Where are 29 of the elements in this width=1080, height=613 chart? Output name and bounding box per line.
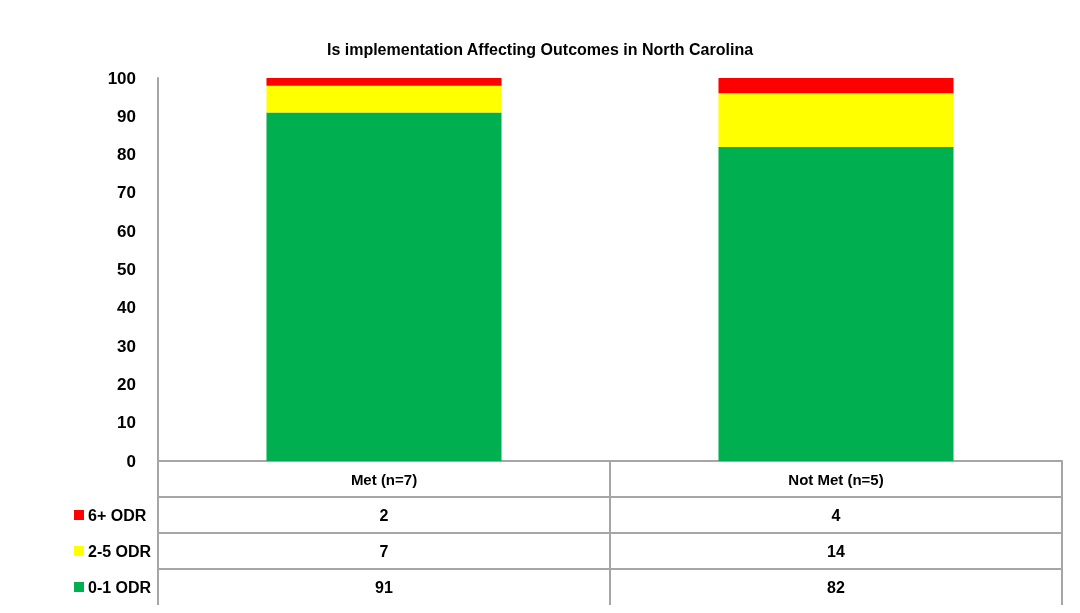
y-tick-label: 90: [117, 106, 136, 126]
chart-title: Is implementation Affecting Outcomes in North Carolina: [326, 40, 754, 58]
data-label: 7: [379, 542, 389, 560]
legend-label: 6+ ODR: [88, 506, 147, 524]
y-tick-label: 70: [117, 183, 136, 203]
data-label: 14: [827, 542, 845, 560]
y-tick-label: 80: [117, 145, 136, 165]
y-tick-label: 50: [117, 260, 136, 279]
bar: [266, 78, 502, 86]
y-tick-label: 10: [117, 413, 136, 433]
legend-label: 0-1 ODR: [88, 578, 152, 596]
bar: [266, 112, 502, 461]
y-tick-label: 20: [117, 374, 136, 394]
bar: [718, 78, 954, 94]
data-label: 2: [379, 506, 389, 524]
bar: [718, 93, 954, 147]
y-tick-label: 40: [117, 298, 136, 318]
x-tick-label: Met (n=7): [350, 470, 418, 488]
data-label: 82: [827, 578, 845, 596]
x-tick-label: Not Met (n=5): [788, 470, 884, 488]
bar: [266, 85, 502, 113]
legend-label: 2-5 ODR: [88, 542, 152, 560]
y-tick-label: 100: [107, 68, 136, 88]
y-tick-label: 0: [126, 451, 136, 471]
data-label: 4: [831, 506, 841, 524]
bar: [718, 146, 954, 461]
y-tick-label: 60: [117, 221, 136, 241]
data-label: 91: [375, 578, 393, 596]
y-tick-label: 30: [117, 336, 136, 356]
